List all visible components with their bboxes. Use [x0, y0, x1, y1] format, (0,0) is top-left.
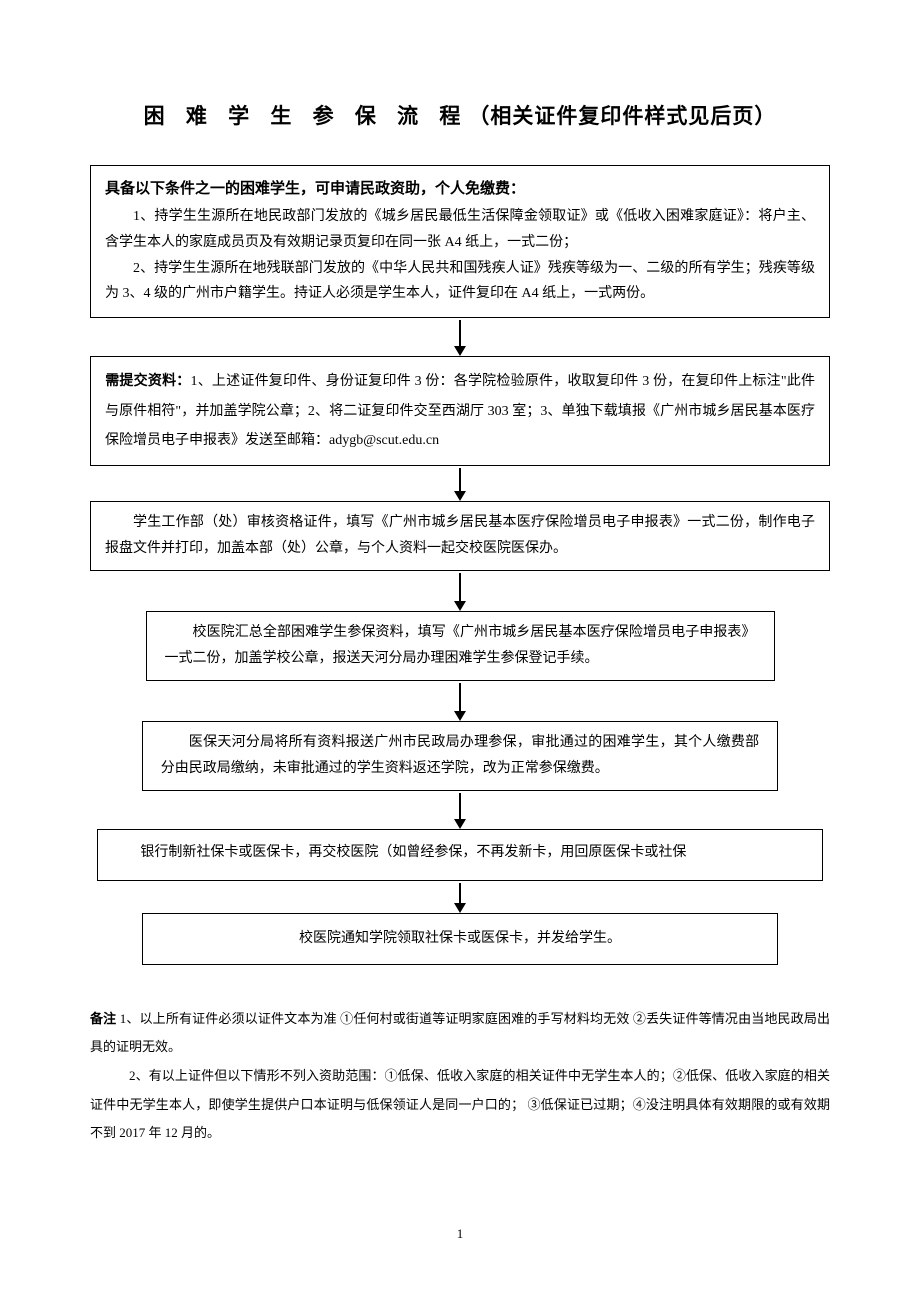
flow-box-card: 银行制新社保卡或医保卡，再交校医院（如曾经参保，不再发新卡，用回原医保卡或社保 [97, 829, 822, 881]
notes-line1: 备注 1、以上所有证件必须以证件文本为准 ①任何村或街道等证明家庭困难的手写材料… [90, 1005, 830, 1062]
box1-line1: 1、持学生生源所在地民政部门发放的《城乡居民最低生活保障金领取证》或《低收入困难… [105, 204, 815, 256]
page-number: 1 [457, 1226, 464, 1242]
document-title: 困 难 学 生 参 保 流 程（相关证件复印件样式见后页） [90, 100, 830, 130]
box2-label: 需提交资料： [105, 374, 191, 389]
flow-box-conditions: 具备以下条件之一的困难学生，可申请民政资助，个人免缴费： 1、持学生生源所在地民… [90, 165, 830, 318]
box1-line2: 2、持学生生源所在地残联部门发放的《中华人民共和国残疾人证》残疾等级为一、二级的… [105, 256, 815, 308]
notes-text1: 1、以上所有证件必须以证件文本为准 ①任何村或街道等证明家庭困难的手写材料均无效… [90, 1011, 830, 1055]
flow-box-approve: 医保天河分局将所有资料报送广州市民政局办理参保，审批通过的困难学生，其个人缴费部… [142, 721, 778, 791]
arrow-icon [459, 573, 461, 603]
flow-box-hospital: 校医院汇总全部困难学生参保资料，填写《广州市城乡居民基本医疗保险增员电子申报表》… [146, 611, 775, 681]
flow-box-review: 学生工作部（处）审核资格证件，填写《广州市城乡居民基本医疗保险增员电子申报表》一… [90, 501, 830, 571]
box5-text: 医保天河分局将所有资料报送广州市民政局办理参保，审批通过的困难学生，其个人缴费部… [161, 730, 759, 782]
notes-section: 备注 1、以上所有证件必须以证件文本为准 ①任何村或街道等证明家庭困难的手写材料… [90, 1005, 830, 1148]
arrow-icon [459, 320, 461, 348]
flowchart-container: 具备以下条件之一的困难学生，可申请民政资助，个人免缴费： 1、持学生生源所在地民… [90, 165, 830, 965]
box3-text: 学生工作部（处）审核资格证件，填写《广州市城乡居民基本医疗保险增员电子申报表》一… [105, 510, 815, 562]
notes-line2: 2、有以上证件但以下情形不列入资助范围：①低保、低收入家庭的相关证件中无学生本人… [90, 1062, 830, 1148]
flow-box-materials: 需提交资料：1、上述证件复印件、身份证复印件 3 份：各学院检验原件，收取复印件… [90, 356, 830, 466]
arrow-icon [459, 793, 461, 821]
arrow-icon [459, 683, 461, 713]
title-main: 困 难 学 生 参 保 流 程 [144, 104, 469, 128]
box4-text: 校医院汇总全部困难学生参保资料，填写《广州市城乡居民基本医疗保险增员电子申报表》… [165, 620, 756, 672]
box6-text: 银行制新社保卡或医保卡，再交校医院（如曾经参保，不再发新卡，用回原医保卡或社保 [112, 840, 807, 866]
notes-label: 备注 [90, 1011, 116, 1026]
flow-box-notify: 校医院通知学院领取社保卡或医保卡，并发给学生。 [142, 913, 778, 965]
box7-text: 校医院通知学院领取社保卡或医保卡，并发给学生。 [299, 931, 621, 946]
box2-text: 1、上述证件复印件、身份证复印件 3 份：各学院检验原件，收取复印件 3 份，在… [105, 374, 815, 448]
title-sub: （相关证件复印件样式见后页） [468, 104, 776, 128]
arrow-icon [459, 468, 461, 493]
box1-heading: 具备以下条件之一的困难学生，可申请民政资助，个人免缴费： [105, 176, 815, 204]
arrow-icon [459, 883, 461, 905]
